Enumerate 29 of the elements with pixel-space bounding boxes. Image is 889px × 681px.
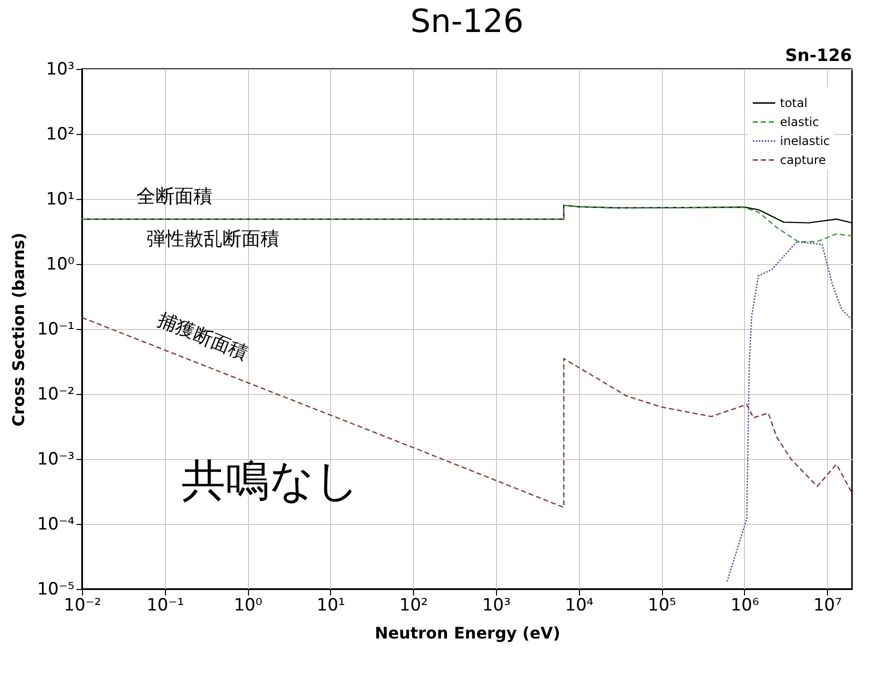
annotation: 全断面積 [136, 185, 212, 208]
x-tick-label: 10⁵ [648, 596, 676, 616]
annotation: 捕獲断面積 [154, 308, 252, 365]
y-tick-label: 10⁻³ [37, 450, 74, 470]
legend-label: capture [780, 153, 826, 167]
y-tick-label: 10² [46, 124, 74, 144]
x-axis-title: Neutron Energy (eV) [374, 624, 560, 642]
annotation: 弾性散乱断面積 [146, 228, 280, 250]
y-tick-label: 10³ [46, 60, 74, 80]
chart-title: Sn-126 [410, 2, 524, 40]
chart-subtitle: Sn-126 [785, 46, 852, 66]
x-tick-label: 10¹ [316, 596, 346, 616]
y-tick-label: 10¹ [46, 190, 74, 210]
y-tick-label: 10⁰ [46, 254, 75, 274]
annotation: 共鳴なし [182, 455, 360, 506]
x-tick-label: 10³ [482, 596, 511, 616]
x-tick-label: 10⁶ [730, 596, 760, 616]
y-axis-title: Cross Section (barns) [9, 232, 28, 426]
x-tick-label: 10⁰ [234, 596, 262, 616]
y-tick-label: 10⁻² [37, 384, 74, 404]
y-tick-label: 10⁻⁴ [37, 514, 75, 534]
x-tick-label: 10² [399, 596, 428, 616]
legend-label: elastic [780, 115, 819, 129]
x-tick-label: 10⁻¹ [146, 596, 184, 616]
legend-label: inelastic [780, 134, 830, 148]
x-tick-label: 10⁷ [813, 596, 842, 616]
x-tick-label: 10⁴ [564, 596, 594, 616]
y-tick-label: 10⁻¹ [37, 320, 74, 340]
legend-label: total [780, 96, 808, 110]
